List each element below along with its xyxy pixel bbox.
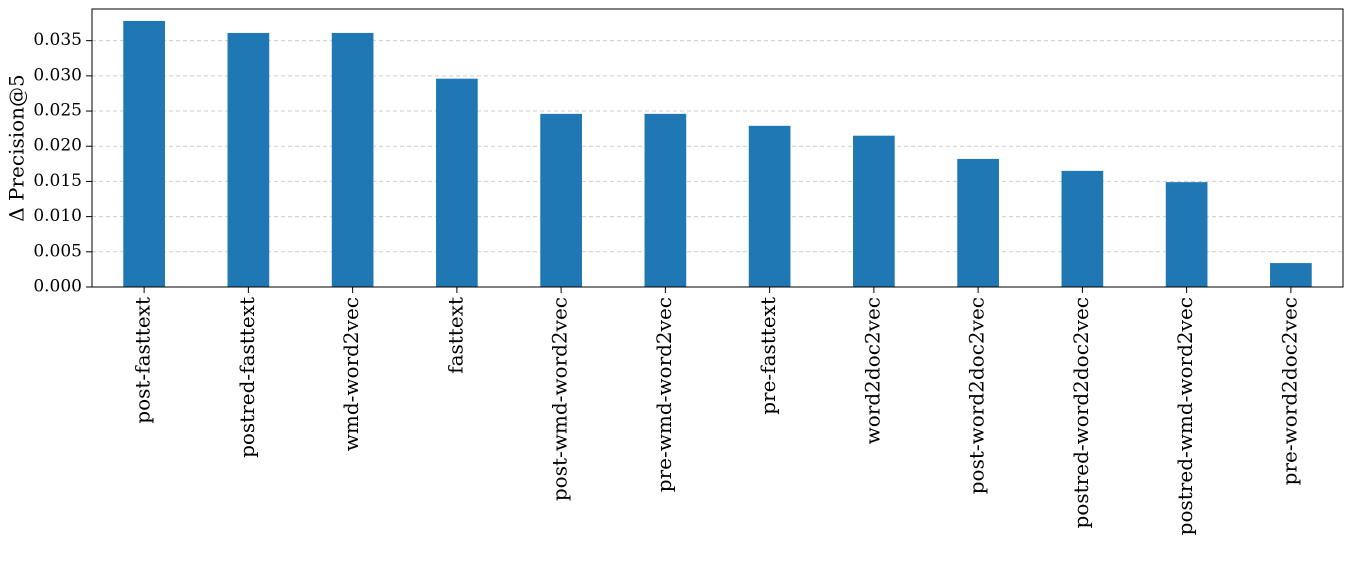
bar: [853, 135, 895, 287]
bar: [540, 113, 582, 288]
x-tick-label: postred-wmd-word2vec: [1173, 297, 1197, 535]
y-tick-label: 0.020: [33, 136, 82, 156]
bar: [331, 32, 374, 288]
y-tick-label: 0.000: [33, 277, 82, 297]
x-tick-label: pre-fasttext: [756, 297, 780, 415]
bar: [1165, 182, 1208, 287]
bar: [227, 32, 270, 288]
y-tick-label: 0.030: [33, 65, 82, 85]
bar: [957, 158, 999, 287]
x-tick-label: postred-fasttext: [235, 297, 259, 458]
y-tick-label: 0.005: [33, 241, 82, 261]
bar: [1061, 170, 1104, 287]
bar: [1270, 263, 1312, 287]
x-tick-label: postred-word2doc2vec: [1069, 297, 1093, 528]
x-tick-label: fasttext: [443, 297, 467, 374]
x-tick-label: post-wmd-word2vec: [548, 297, 572, 501]
x-tick-label: post-word2doc2vec: [965, 297, 989, 494]
x-tick-label: post-fasttext: [131, 297, 155, 424]
x-tick-label: word2doc2vec: [860, 297, 884, 444]
bar: [436, 78, 478, 287]
y-tick-label: 0.010: [33, 206, 82, 226]
bar: [748, 125, 791, 287]
bar: [644, 113, 687, 288]
plot-frame: [91, 8, 1344, 288]
x-tick-label: pre-word2doc2vec: [1277, 297, 1301, 485]
y-axis-label: Δ Precision@5: [5, 74, 29, 222]
x-tick-label: pre-wmd-word2vec: [652, 297, 676, 492]
y-tick-label: 0.035: [33, 30, 82, 50]
y-tick-label: 0.015: [33, 171, 82, 191]
y-tick-label: 0.025: [33, 101, 82, 121]
bar: [123, 20, 165, 287]
x-tick-label: wmd-word2vec: [339, 297, 363, 451]
